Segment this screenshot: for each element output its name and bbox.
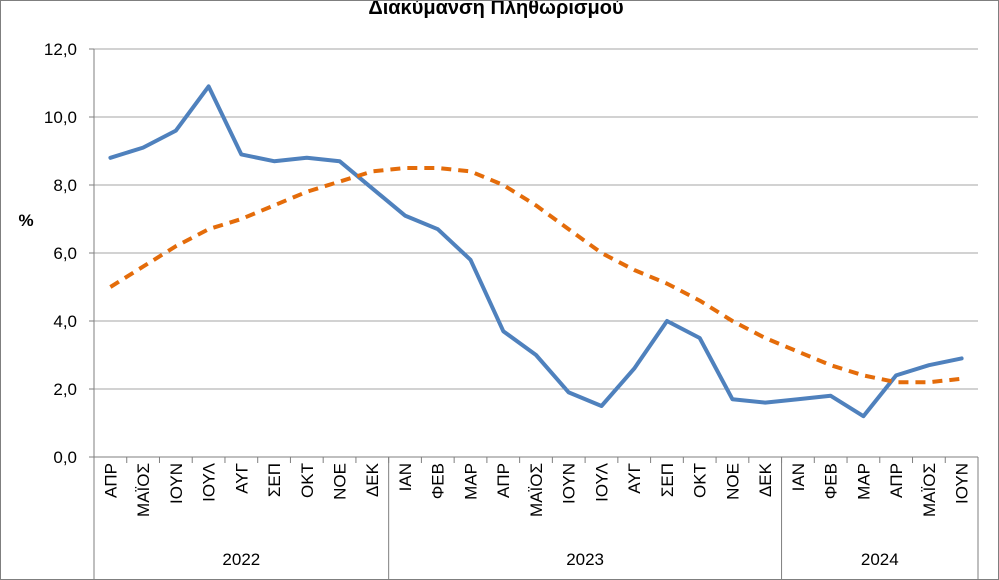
y-tick-label: 10,0 (44, 108, 77, 127)
x-tick-label: ΙΟΥΛ (592, 462, 611, 501)
chart-title: Διακύμανση Πληθωρισμού (368, 1, 623, 19)
x-tick-label: ΜΑΡ (854, 463, 873, 500)
y-tick-label: 8,0 (53, 176, 77, 195)
x-tick-label: ΝΟΕ (723, 463, 742, 500)
year-label: 2024 (861, 550, 899, 569)
series-line-dashed (109, 166, 962, 385)
x-tick-label: ΟΚΤ (691, 463, 710, 498)
x-tick-label: ΙΟΥΝ (560, 463, 579, 504)
x-tick-label: ΔΕΚ (363, 462, 382, 497)
x-tick-label: ΔΕΚ (756, 462, 775, 497)
x-tick-label: ΜΑΪΟΣ (920, 463, 939, 517)
series-line-solid (108, 84, 964, 419)
x-tick-label: ΙΟΥΛ (200, 462, 219, 501)
year-label: 2023 (566, 550, 604, 569)
x-tick-label: ΦΕΒ (822, 463, 841, 499)
y-tick-label: 2,0 (53, 380, 77, 399)
x-tick-label: ΑΥΓ (232, 463, 251, 494)
x-tick-label: ΙΟΥΝ (953, 463, 972, 504)
year-label: 2022 (222, 550, 260, 569)
x-tick-label: ΑΠΡ (101, 463, 120, 498)
x-tick-label: ΜΑΡ (461, 463, 480, 500)
x-tick-label: ΝΟΕ (331, 463, 350, 500)
x-tick-label: ΙΟΥΝ (167, 463, 186, 504)
y-tick-label: 0,0 (53, 448, 77, 467)
x-tick-label: ΦΕΒ (429, 463, 448, 499)
x-tick-label: ΑΠΡ (494, 463, 513, 498)
y-tick-label: 6,0 (53, 244, 77, 263)
x-tick-label: ΑΥΓ (625, 463, 644, 494)
x-tick-label: ΣΕΠ (265, 463, 284, 497)
x-tick-label: ΑΠΡ (887, 463, 906, 498)
x-tick-label: ΟΚΤ (298, 463, 317, 498)
y-tick-label: 4,0 (53, 312, 77, 331)
x-tick-label: ΙΑΝ (789, 463, 808, 491)
x-tick-label: ΜΑΪΟΣ (527, 463, 546, 517)
y-axis-label: % (18, 211, 33, 230)
y-tick-label: 12,0 (44, 40, 77, 59)
x-tick-label: ΙΑΝ (396, 463, 415, 491)
x-tick-label: ΣΕΠ (658, 463, 677, 497)
x-tick-label: ΜΑΪΟΣ (134, 463, 153, 517)
